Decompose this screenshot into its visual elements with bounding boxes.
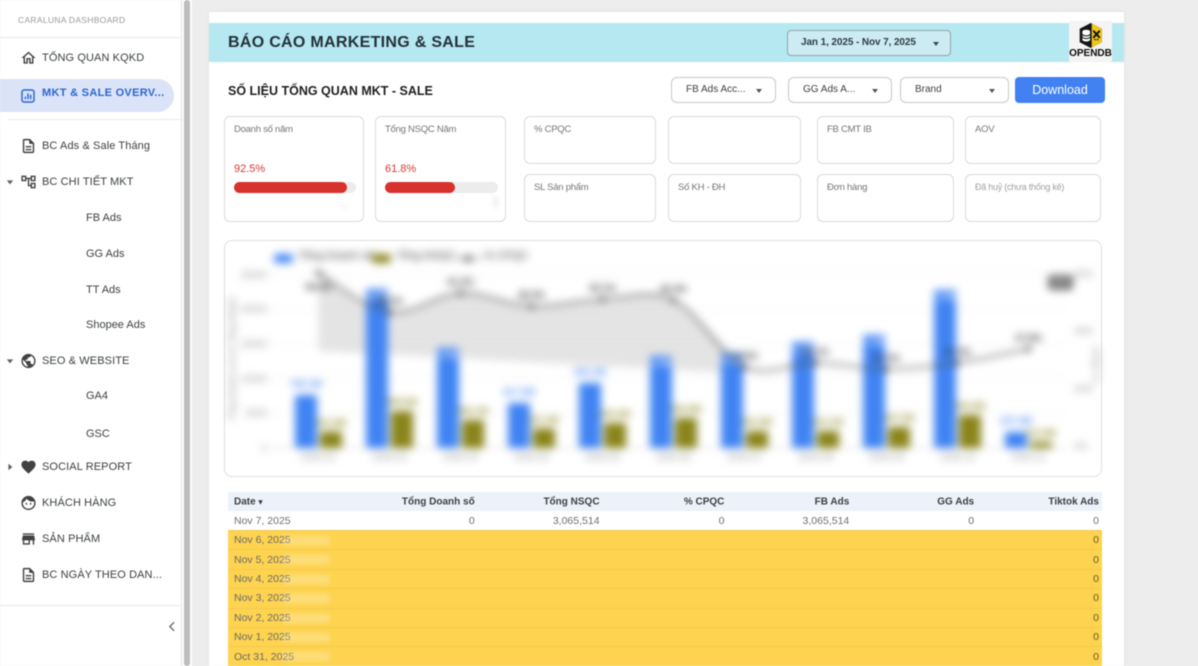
svg-text:50%: 50% (1052, 278, 1068, 287)
